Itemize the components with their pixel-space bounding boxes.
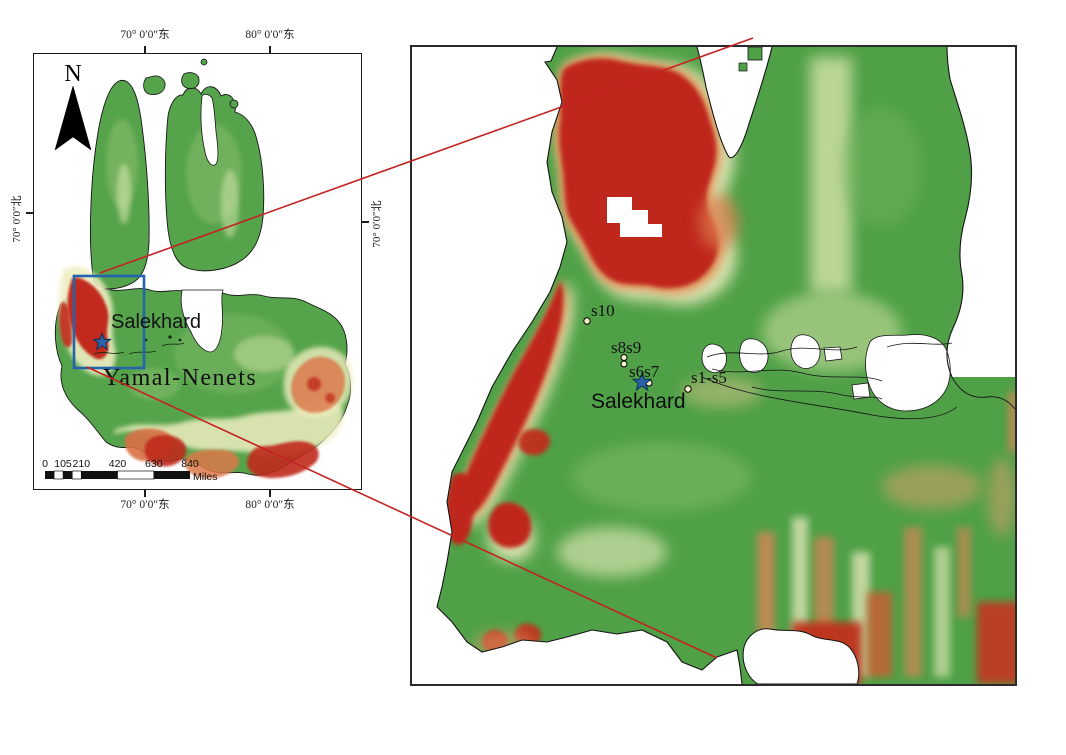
axis-label-bottom-right: 80° 0′0″东 — [245, 499, 295, 511]
legend: Salekhard DEM 值 高 : 482 低 : 0 — [0, 520, 340, 755]
scalebar-tick: 0 — [42, 458, 48, 470]
site-label-s10: s10 — [591, 301, 615, 320]
axis-tick — [269, 490, 271, 497]
scalebar-bar — [45, 470, 190, 480]
detail-city-label: Salekhard — [591, 390, 686, 413]
overview-map-drawing: Salekhard Yamal-Nenets N 0 105 210 420 6… — [42, 58, 353, 483]
axis-label-top-left: 70° 0′0″东 — [120, 29, 170, 41]
axis-label-bottom-left: 70° 0′0″东 — [120, 499, 170, 511]
scalebar-tick: 105 — [54, 458, 72, 470]
overview-region-label: Yamal-Nenets — [103, 365, 257, 391]
north-label: N — [64, 61, 81, 87]
axis-label-top-right: 80° 0′0″东 — [245, 29, 295, 41]
scalebar-tick: 840 — [181, 458, 199, 470]
axis-tick — [362, 221, 369, 223]
detail-map-drawing: s10 s8s9 s6s7 s1-s5 Salekhard — [412, 47, 1015, 684]
overview-city-label: Salekhard — [111, 311, 201, 333]
detail-island — [747, 47, 763, 61]
site-point-s10 — [583, 317, 591, 325]
site-label-s8s9: s8s9 — [611, 338, 641, 357]
overview-map: Salekhard Yamal-Nenets N 0 105 210 420 6… — [33, 53, 362, 490]
detail-island — [738, 62, 748, 72]
site-label-s6s7: s6s7 — [629, 362, 660, 381]
site-label-s1-s5: s1-s5 — [691, 368, 727, 387]
axis-tick — [144, 46, 146, 53]
north-arrow-icon: N — [54, 61, 92, 151]
detail-river-flats — [701, 334, 951, 684]
scalebar-tick: 210 — [73, 458, 91, 470]
detail-orange-patch — [699, 194, 739, 250]
site-point-s9 — [620, 360, 628, 368]
scalebar-tick: 630 — [145, 458, 163, 470]
scalebar-unit: Miles — [193, 471, 218, 483]
detail-map: s10 s8s9 s6s7 s1-s5 Salekhard — [410, 45, 1017, 686]
axis-tick — [26, 212, 33, 214]
axis-tick — [144, 490, 146, 497]
axis-tick — [269, 46, 271, 53]
scalebar-tick: 420 — [109, 458, 127, 470]
axis-label-left: 70° 0′0″北 — [11, 195, 23, 243]
axis-label-right: 70° 0′0″北 — [371, 200, 383, 248]
